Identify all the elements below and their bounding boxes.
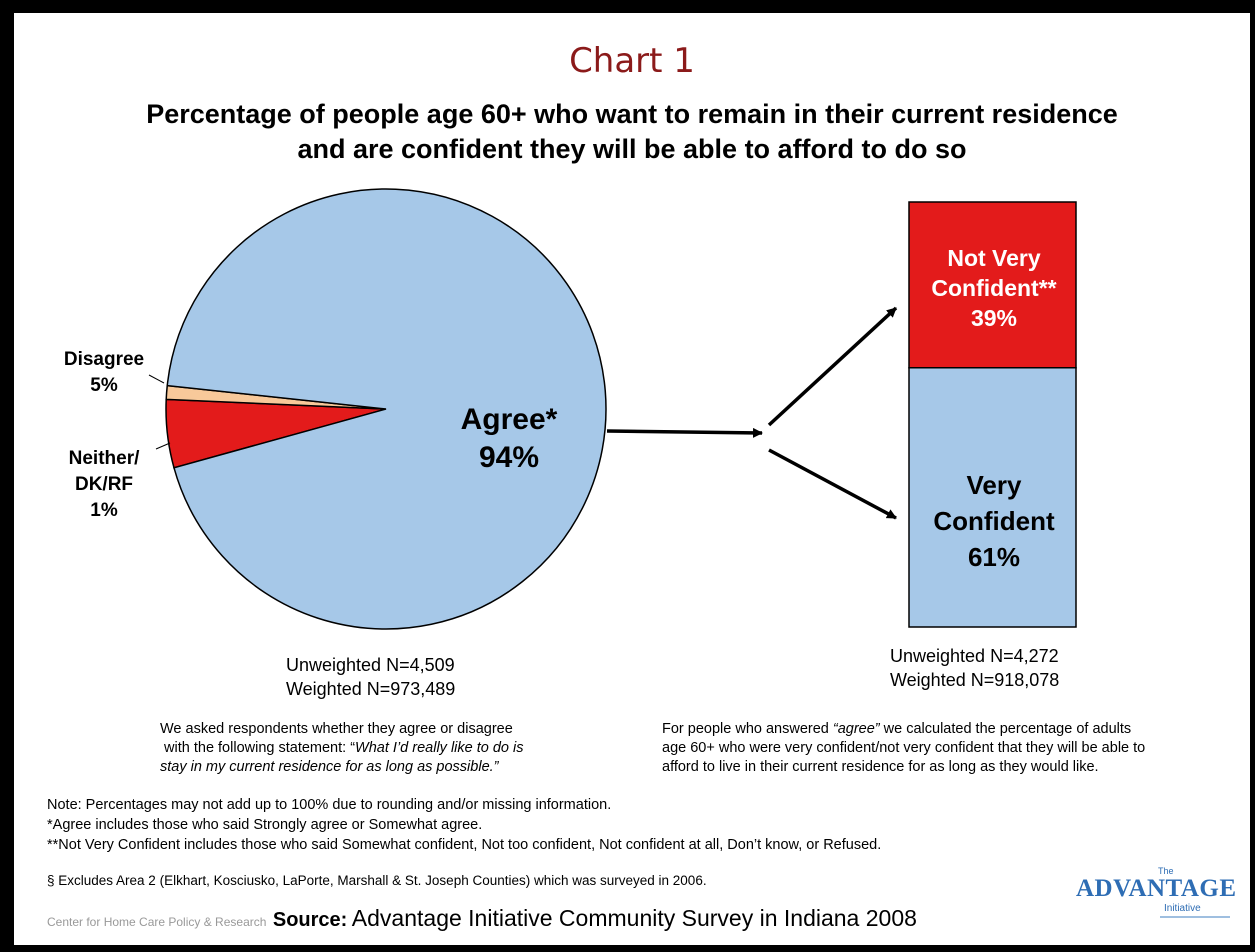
explain-left-line-3: stay in my current residence for as long… (160, 758, 620, 777)
title-line-1: Percentage of people age 60+ who want to… (146, 99, 1118, 129)
notes: Note: Percentages may not add up to 100%… (47, 795, 1237, 855)
very-line-1: Very (966, 470, 1022, 500)
pie-unweighted: Unweighted N=4,509 (286, 655, 455, 675)
chart-graphics (148, 188, 1077, 630)
bar-unweighted: Unweighted N=4,272 (890, 646, 1059, 666)
explain-right-line-2: age 60+ who were very confident/not very… (662, 740, 1146, 756)
advantage-logo: The ADVANTAGE Initiative (1076, 866, 1244, 926)
bar-label-very-confident: Very Confident 61% (910, 467, 1078, 575)
pie-label-disagree: Disagree 5% (44, 347, 164, 399)
pie-chart (165, 188, 607, 630)
explain-left-line-2b: What I’d really like to do is (355, 740, 524, 756)
chart-title: Percentage of people age 60+ who want to… (14, 97, 1250, 167)
bar-weighted: Weighted N=918,078 (890, 670, 1060, 690)
note-agree: *Agree includes those who said Strongly … (47, 817, 483, 833)
logo-the: The (1158, 866, 1174, 876)
explain-left-line-3-end: ” (493, 759, 499, 775)
explain-right-line-1b: “agree” (832, 721, 880, 737)
logo-text: ADVANTAGE (1076, 875, 1237, 902)
footer-source: Center for Home Care Policy & Research S… (47, 905, 1067, 932)
logo-sub: Initiative (1164, 903, 1201, 914)
bar-segment-not-very-confident (908, 201, 1077, 369)
pie-slice-agree (166, 188, 607, 630)
pie-weighted: Weighted N=973,489 (286, 679, 456, 699)
explanation-left: We asked respondents whether they agree … (160, 720, 620, 777)
explanation-right: For people who answered “agree” we calcu… (662, 720, 1242, 777)
slide: Chart 1 Percentage of people age 60+ who… (14, 13, 1250, 945)
agree-name: Agree* (460, 403, 558, 436)
not-very-line-2: Confident** (931, 275, 1057, 301)
explain-left-line-2a: with the following statement: “ (164, 740, 356, 756)
neither-line-1: Neither/ (68, 448, 140, 469)
explain-left-line-1: We asked respondents whether they agree … (160, 721, 513, 737)
explain-right-line-1a: For people who answered (662, 721, 833, 737)
pie-n-counts: Unweighted N=4,509 Weighted N=973,489 (286, 653, 455, 701)
neither-line-2: DK/RF (74, 474, 134, 495)
note-rounding: Note: Percentages may not add up to 100%… (47, 797, 612, 813)
very-value: 61% (967, 542, 1021, 572)
source-text: Advantage Initiative Community Survey in… (351, 905, 917, 931)
disagree-value: 5% (90, 375, 118, 396)
explain-right-line-3: afford to live in their current residenc… (662, 759, 1099, 775)
title-line-2: and are confident they will be able to a… (297, 134, 967, 164)
disagree-name: Disagree (63, 349, 145, 370)
neither-leader-line (155, 442, 171, 450)
bar-segment-very-confident (908, 367, 1077, 628)
source-label: Source: (272, 909, 348, 931)
center-name: Center for Home Care Policy & Research (47, 915, 267, 929)
pie-label-agree: Agree* 94% (434, 401, 584, 477)
explain-left-line-2: with the following statement: “What I’d … (160, 739, 620, 758)
arrow-to-very-confident (768, 448, 897, 520)
chart-number: Chart 1 (569, 41, 695, 81)
very-line-2: Confident (933, 506, 1055, 536)
agree-value: 94% (478, 441, 540, 474)
arrow-to-not-very-confident (767, 306, 898, 427)
pie-label-neither: Neither/ DK/RF 1% (44, 446, 164, 524)
not-very-value: 39% (970, 305, 1018, 331)
stacked-bar (908, 201, 1077, 628)
arrow-pie-to-bar (606, 427, 763, 438)
explain-right-line-1c: we calculated the percentage of adults (879, 721, 1132, 737)
not-very-line-1: Not Very (947, 245, 1041, 271)
note-not-very: **Not Very Confident includes those who … (47, 837, 882, 853)
explain-right-line-1: For people who answered “agree” we calcu… (662, 720, 1242, 739)
bar-n-counts: Unweighted N=4,272 Weighted N=918,078 (890, 644, 1059, 692)
exclusion-note: § Excludes Area 2 (Elkhart, Kosciusko, L… (47, 873, 707, 888)
logo-underline (1160, 916, 1230, 918)
neither-value: 1% (90, 500, 118, 521)
disagree-leader-line (148, 374, 165, 384)
bar-label-not-very-confident: Not Very Confident** 39% (910, 243, 1078, 333)
explain-left-line-3-text: stay in my current residence for as long… (160, 759, 494, 775)
